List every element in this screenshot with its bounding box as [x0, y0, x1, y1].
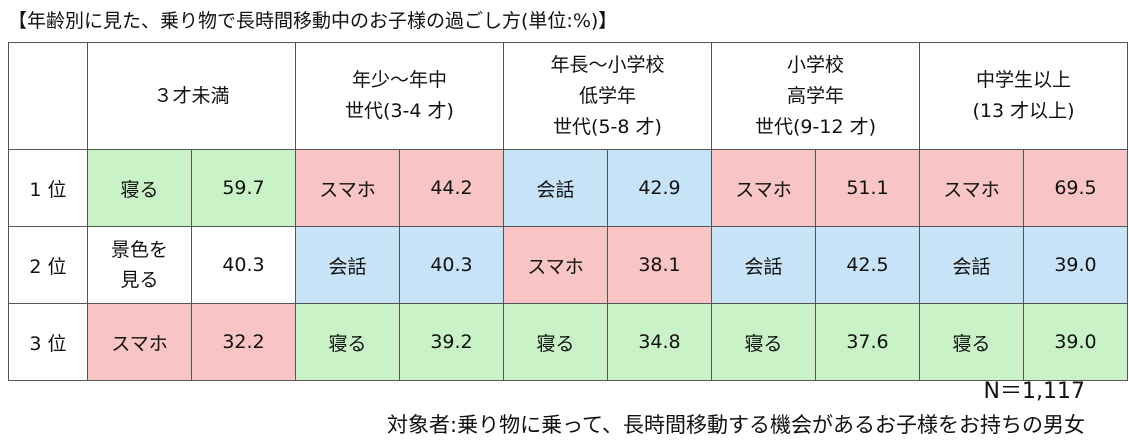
activity-label: 寝る: [87, 149, 192, 227]
column-header-line: 高学年: [786, 84, 844, 107]
column-header: 中学生以上 (13 才以上): [919, 42, 1128, 150]
column-header-line: 中学生以上: [975, 69, 1071, 91]
column-header-line: 年長～小学校: [550, 53, 665, 76]
value-cell: 40.3: [191, 226, 296, 304]
corner-cell: [8, 42, 88, 150]
rank-label: 3 位: [8, 303, 88, 381]
activity-label: スマホ: [919, 149, 1024, 227]
column-header-line: 低学年: [578, 84, 636, 107]
activity-label: スマホ: [295, 149, 400, 227]
sample-size: N＝1,117: [983, 379, 1085, 404]
activity-label: 会話: [295, 226, 400, 304]
value-cell: 44.2: [399, 149, 504, 227]
activity-label: 寝る: [711, 303, 816, 381]
column-header-line: 小学校: [786, 53, 844, 76]
column-header-line: (13 才以上): [972, 100, 1075, 122]
value-cell: 39.0: [1023, 226, 1128, 304]
column-header: ３才未満: [87, 42, 296, 150]
value-cell: 51.1: [815, 149, 920, 227]
activity-label: スマホ: [87, 303, 192, 381]
value-cell: 59.7: [191, 149, 296, 227]
rank-label: 2 位: [8, 226, 88, 304]
value-cell: 37.6: [815, 303, 920, 381]
value-cell: 32.2: [191, 303, 296, 381]
value-cell: 34.8: [607, 303, 712, 381]
value-cell: 40.3: [399, 226, 504, 304]
column-header: 年少～年中世代(3-4 才): [295, 42, 504, 150]
rank-row: 3 位スマホ 32.2 寝る 39.2 寝る 34.8 寝る 37.6 寝る 39.0: [8, 303, 1128, 381]
activity-label: 会話: [503, 149, 608, 227]
column-header: 小学校高学年世代(9-12 才): [711, 42, 920, 150]
rank-label: 1 位: [8, 149, 88, 227]
activity-label: スマホ: [711, 149, 816, 227]
activity-label: 寝る: [295, 303, 400, 381]
activity-label-line: 見る: [120, 269, 159, 291]
rank-row: 2 位景色を 見る 40.3 会話 40.3 スマホ 38.1 会話 42.5 会話 39.0: [8, 226, 1128, 304]
activity-label: 寝る: [503, 303, 608, 381]
column-header-line: ３才未満: [153, 84, 230, 107]
ranking-table: ３才未満 年少～年中 世代(3-4 才) 年長～小学校 低学年 世代(5-8 才) 小学校高…: [8, 42, 1128, 381]
column-header-line: 年少～年中: [351, 69, 447, 91]
activity-label-line: 景色を: [110, 239, 168, 261]
column-header-line: 世代(5-8 才): [553, 115, 662, 138]
column-header: 年長～小学校 低学年世代(5-8 才): [503, 42, 712, 150]
table-title: 【年齢別に見た、乗り物で長時間移動中のお子様の過ごし方(単位:%)】: [8, 10, 618, 32]
value-cell: 69.5: [1023, 149, 1128, 227]
value-cell: 39.0: [1023, 303, 1128, 381]
column-header-line: 世代(9-12 才): [755, 115, 876, 138]
column-header-line: 世代(3-4 才): [345, 100, 454, 122]
value-cell: 38.1: [607, 226, 712, 304]
activity-label: 景色を 見る: [87, 226, 192, 304]
activity-label: 寝る: [919, 303, 1024, 381]
activity-label: 会話: [711, 226, 816, 304]
value-cell: 42.9: [607, 149, 712, 227]
rank-row: 1 位寝る 59.7 スマホ 44.2 会話 42.9 スマホ 51.1 スマホ 69.5: [8, 149, 1128, 227]
value-cell: 39.2: [399, 303, 504, 381]
header-row: ３才未満 年少～年中 世代(3-4 才) 年長～小学校 低学年 世代(5-8 才) 小学校高…: [8, 42, 1128, 150]
activity-label: スマホ: [503, 226, 608, 304]
value-cell: 42.5: [815, 226, 920, 304]
activity-label: 会話: [919, 226, 1024, 304]
survey-note: 対象者:乗り物に乗って、長時間移動する機会があるお子様をお持ちの男女: [387, 413, 1085, 437]
